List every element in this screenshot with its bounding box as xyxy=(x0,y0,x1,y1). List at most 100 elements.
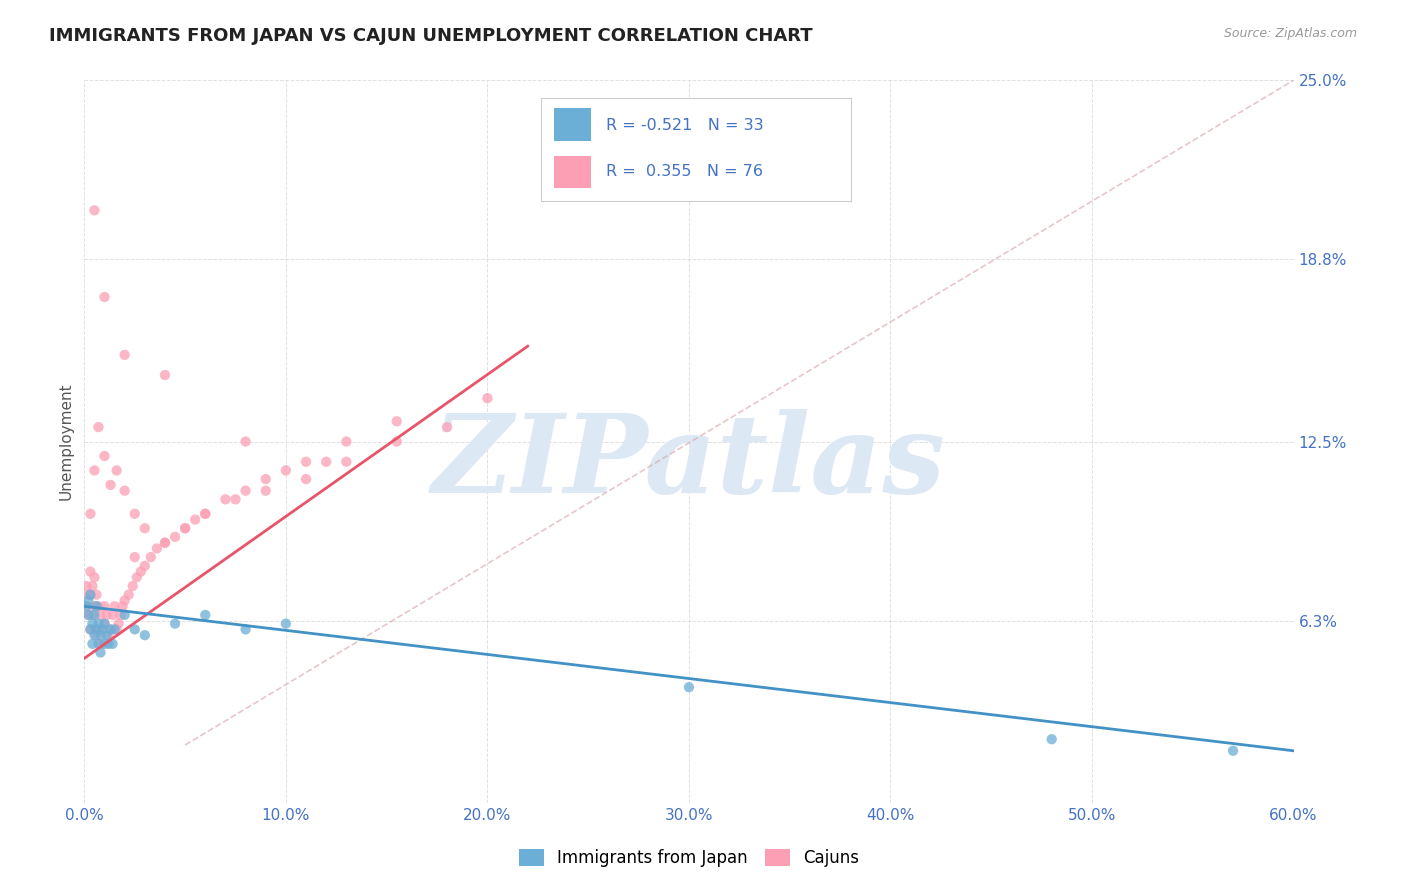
Point xyxy=(96,607,118,622)
Point xyxy=(89,607,111,622)
Text: R =  0.355   N = 76: R = 0.355 N = 76 xyxy=(606,164,763,179)
Y-axis label: Unemployment: Unemployment xyxy=(58,383,73,500)
Point xyxy=(385,414,408,428)
Point xyxy=(79,623,101,637)
Point xyxy=(83,607,105,622)
Point xyxy=(315,455,337,469)
Point xyxy=(124,507,146,521)
Point xyxy=(87,623,110,637)
Point xyxy=(93,616,115,631)
Point xyxy=(134,558,156,573)
Point xyxy=(254,472,277,486)
Point xyxy=(87,599,110,614)
Point xyxy=(86,623,108,637)
Point xyxy=(105,623,128,637)
Point xyxy=(93,637,115,651)
Point xyxy=(77,588,100,602)
Point xyxy=(114,483,136,498)
Point xyxy=(194,507,217,521)
Point xyxy=(79,588,101,602)
Point xyxy=(235,623,257,637)
Point xyxy=(100,623,122,637)
Point xyxy=(83,628,105,642)
Point xyxy=(101,607,124,622)
Point xyxy=(274,616,297,631)
Legend: Immigrants from Japan, Cajuns: Immigrants from Japan, Cajuns xyxy=(512,842,866,874)
Point xyxy=(91,623,114,637)
Point xyxy=(235,434,257,449)
Point xyxy=(87,616,110,631)
Point xyxy=(86,628,108,642)
Point xyxy=(104,599,127,614)
Point xyxy=(477,391,499,405)
Point xyxy=(1040,732,1063,747)
Point xyxy=(107,616,129,631)
Point xyxy=(100,623,122,637)
Point xyxy=(153,535,176,549)
Point xyxy=(1222,744,1244,758)
Point xyxy=(83,570,105,584)
Text: IMMIGRANTS FROM JAPAN VS CAJUN UNEMPLOYMENT CORRELATION CHART: IMMIGRANTS FROM JAPAN VS CAJUN UNEMPLOYM… xyxy=(49,27,813,45)
Point xyxy=(83,623,105,637)
Point xyxy=(75,599,97,614)
Point xyxy=(93,449,115,463)
Point xyxy=(385,434,408,449)
Point xyxy=(174,521,197,535)
Point xyxy=(91,623,114,637)
Point xyxy=(86,599,108,614)
Point xyxy=(134,628,156,642)
Point xyxy=(89,646,111,660)
Point xyxy=(110,607,132,622)
Point xyxy=(129,565,152,579)
Point xyxy=(89,628,111,642)
Text: R = -0.521   N = 33: R = -0.521 N = 33 xyxy=(606,118,763,133)
Point xyxy=(153,368,176,382)
Point xyxy=(93,290,115,304)
Point xyxy=(83,203,105,218)
Point xyxy=(105,463,128,477)
Point xyxy=(214,492,236,507)
Point xyxy=(184,512,207,526)
Point xyxy=(174,521,197,535)
Point xyxy=(100,478,122,492)
Point xyxy=(165,616,187,631)
Bar xyxy=(554,108,591,141)
Point xyxy=(77,607,100,622)
Point xyxy=(254,483,277,498)
Text: ZIPatlas: ZIPatlas xyxy=(432,409,946,517)
Point xyxy=(83,463,105,477)
Point xyxy=(114,607,136,622)
Point xyxy=(87,637,110,651)
Point xyxy=(97,628,120,642)
Point xyxy=(93,599,115,614)
Point xyxy=(295,455,318,469)
Point xyxy=(295,472,318,486)
Point xyxy=(225,492,247,507)
Point xyxy=(436,420,458,434)
Point xyxy=(96,628,118,642)
Point xyxy=(124,550,146,565)
Point xyxy=(335,434,357,449)
Point xyxy=(75,599,97,614)
Point xyxy=(125,570,148,584)
Point xyxy=(82,607,104,622)
Point xyxy=(97,637,120,651)
Point xyxy=(89,637,111,651)
Bar xyxy=(554,155,591,188)
Point xyxy=(87,420,110,434)
Point xyxy=(235,483,257,498)
Point xyxy=(194,507,217,521)
Point xyxy=(82,637,104,651)
Point xyxy=(194,607,217,622)
Point xyxy=(124,623,146,637)
Point xyxy=(146,541,169,556)
Point xyxy=(121,579,143,593)
Point xyxy=(114,593,136,607)
Point xyxy=(93,616,115,631)
Point xyxy=(274,463,297,477)
Text: Source: ZipAtlas.com: Source: ZipAtlas.com xyxy=(1223,27,1357,40)
Point xyxy=(79,588,101,602)
Point xyxy=(678,680,700,694)
Point xyxy=(118,588,141,602)
Point xyxy=(111,599,134,614)
